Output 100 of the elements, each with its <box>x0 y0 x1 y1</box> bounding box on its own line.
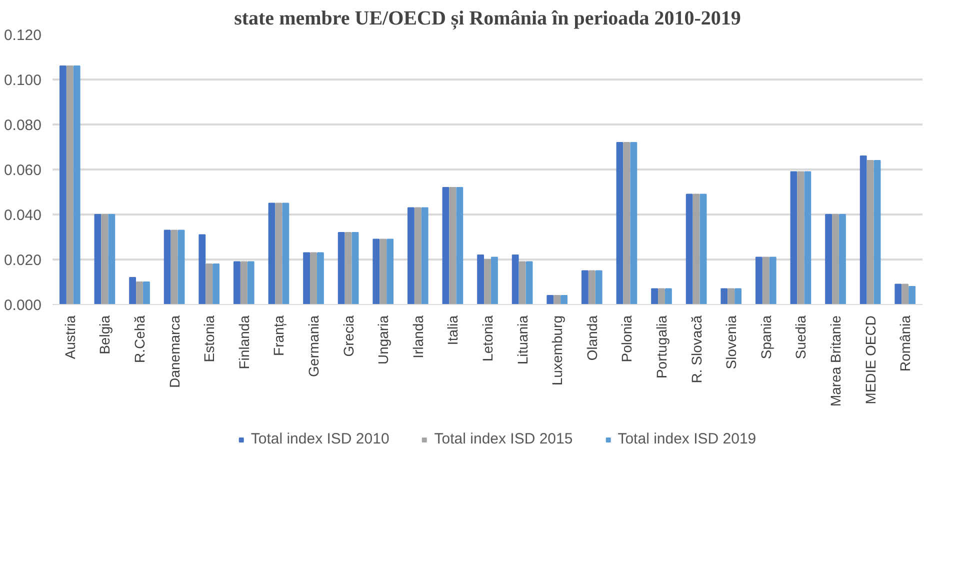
x-tick-label: Finlanda <box>236 315 252 370</box>
x-tick-label: Franța <box>270 315 287 356</box>
bar <box>275 202 282 304</box>
bar <box>518 261 526 304</box>
bar <box>588 270 596 304</box>
bar <box>442 187 450 304</box>
bar <box>623 142 630 304</box>
legend-label: Total index ISD 2015 <box>434 430 573 448</box>
legend-label: Total index ISD 2010 <box>250 430 390 448</box>
bar <box>728 288 735 304</box>
x-tick-label: R.Cehă <box>132 315 148 363</box>
bar <box>352 232 359 304</box>
bar <box>338 232 345 304</box>
bar <box>143 282 150 304</box>
bar <box>421 207 428 304</box>
bar <box>651 288 658 304</box>
bar <box>560 295 568 304</box>
bar <box>136 282 143 304</box>
bar <box>233 261 240 304</box>
bar <box>839 214 846 304</box>
y-tick-label: 0.000 <box>4 297 42 314</box>
bar <box>860 156 867 304</box>
x-tick-label: Olanda <box>584 315 600 361</box>
bar <box>686 194 693 304</box>
bar <box>380 238 387 304</box>
bar <box>240 261 248 304</box>
bar <box>832 214 839 304</box>
bar <box>282 202 290 304</box>
bar <box>804 171 812 304</box>
bar <box>247 261 254 304</box>
bar <box>908 286 916 304</box>
x-tick-label: Belgia <box>96 315 113 354</box>
y-tick-label: 0.120 <box>4 27 42 44</box>
x-tick-label: Slovenia <box>723 315 740 370</box>
legend-label: Total index ISD 2019 <box>618 430 756 448</box>
bar <box>595 270 602 304</box>
bar <box>268 202 276 304</box>
bar <box>170 230 178 304</box>
bar <box>825 214 832 304</box>
bar <box>477 254 484 304</box>
bar <box>178 230 185 304</box>
x-tick-label: R. Slovacă <box>688 315 704 384</box>
y-tick-label: 0.100 <box>4 72 42 89</box>
bar <box>206 264 213 304</box>
x-tick-label: Estonia <box>201 315 218 362</box>
bar <box>526 261 533 304</box>
bar <box>212 264 220 304</box>
x-tick-label: MEDIE OECD <box>862 315 878 404</box>
bar <box>769 256 776 304</box>
bar <box>762 256 770 304</box>
y-tick-label: 0.080 <box>4 117 42 134</box>
y-tick-label: 0.020 <box>4 252 42 269</box>
bar <box>456 187 464 304</box>
bar <box>874 160 881 304</box>
bar <box>129 277 136 304</box>
bar <box>512 254 519 304</box>
x-tick-label: Portugalia <box>654 315 670 379</box>
bar <box>407 207 414 304</box>
bar <box>755 256 762 304</box>
bar <box>790 171 798 304</box>
bar <box>303 252 310 304</box>
bar <box>734 288 742 304</box>
bar <box>894 284 902 304</box>
bar <box>665 288 672 304</box>
x-tick-label: Marea Britanie <box>828 315 844 407</box>
bar <box>700 194 707 304</box>
x-tick-label: Austria <box>62 315 78 360</box>
bar <box>59 66 66 304</box>
y-tick-label: 0.040 <box>4 207 42 224</box>
bar <box>386 238 394 304</box>
bar <box>73 66 80 304</box>
bar <box>94 214 102 304</box>
bar <box>101 214 108 304</box>
bar <box>108 214 116 304</box>
bar <box>581 270 588 304</box>
bar <box>720 288 728 304</box>
bar <box>414 207 422 304</box>
x-tick-label: Spania <box>758 315 774 360</box>
bar <box>198 234 206 304</box>
bar <box>317 252 324 304</box>
bar <box>658 288 665 304</box>
bar <box>310 252 317 304</box>
x-tick-label: Lituania <box>514 315 530 365</box>
bar <box>164 230 171 304</box>
bar <box>902 284 909 304</box>
bar <box>630 142 638 304</box>
bar <box>491 256 498 304</box>
x-tick-label: Danemarca <box>166 315 182 388</box>
x-tick-label: Suedia <box>792 315 809 360</box>
chart-title: state membre UE/OECD și România în perioada 2010-2019 <box>234 8 741 30</box>
bar <box>797 171 804 304</box>
x-tick-label: Letonia <box>480 315 496 362</box>
bar <box>866 160 874 304</box>
bar <box>344 232 352 304</box>
bar <box>616 142 624 304</box>
x-tick-label: Polonia <box>618 315 635 362</box>
bar <box>554 295 561 304</box>
x-tick-label: România <box>897 315 914 372</box>
y-tick-label: 0.060 <box>4 162 42 179</box>
bar <box>372 238 380 304</box>
